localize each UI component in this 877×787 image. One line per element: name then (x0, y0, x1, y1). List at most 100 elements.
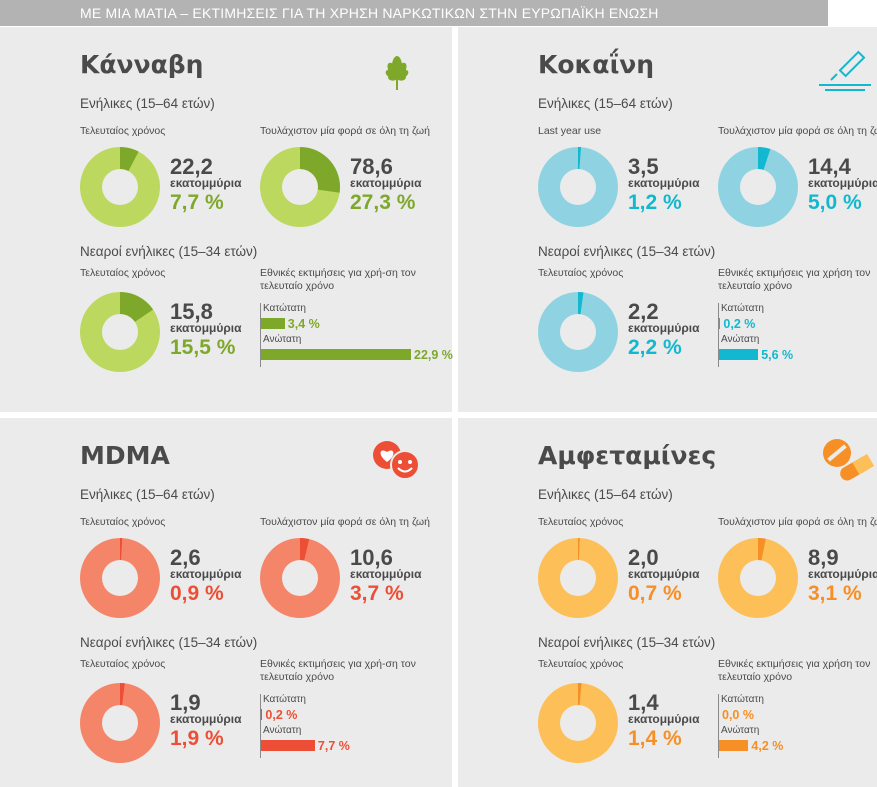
percent-value: 1,2 % (628, 191, 682, 214)
range-axis (260, 694, 261, 758)
count-unit: εκατομμύρια (808, 176, 877, 190)
range-low-bar (261, 318, 285, 329)
range-title: Εθνικές εκτιμήσεις για χρή-ση τον τελευτ… (260, 658, 416, 683)
donut-share-segment (758, 538, 766, 561)
measure-label: Τελευταίος χρόνος (538, 516, 624, 528)
donut-chart (538, 147, 618, 227)
count-unit: εκατομμύρια (628, 321, 700, 335)
measure-label: Τελευταίος χρόνος (80, 516, 166, 528)
cocaine-line-icon (819, 50, 871, 91)
range-high-label: Ανώτατη (721, 725, 760, 736)
adults-group-label: Ενήλικες (15–64 ετών) (80, 487, 215, 502)
donut-chart (260, 147, 340, 227)
donut-chart (718, 147, 798, 227)
panel-3 (0, 418, 452, 787)
range-high-value: 5,6 % (761, 348, 794, 362)
range-high-bar (261, 740, 315, 751)
donut-share-segment (758, 147, 771, 170)
range-low-bar (261, 709, 263, 720)
hearts-smiley-icon (373, 441, 420, 480)
donut-chart (718, 538, 798, 618)
panel-title: Κοκαΐνη (538, 50, 655, 79)
measure-label: Τελευταίος χρόνος (80, 658, 166, 670)
percent-value: 7,7 % (170, 191, 224, 214)
donut-chart (538, 292, 618, 372)
range-title: Εθνικές εκτιμήσεις για χρήση τον τελευτα… (718, 658, 871, 683)
donut-share-segment (120, 147, 139, 172)
donut-remainder (80, 538, 160, 618)
percent-value: 15,5 % (170, 336, 236, 359)
young-group-label: Νεαροί ενήλικες (15–34 ετών) (538, 635, 716, 650)
donut-chart (80, 538, 160, 618)
count-unit: εκατομμύρια (350, 176, 422, 190)
count-value: 22,2 (170, 154, 213, 179)
panel-1 (0, 27, 452, 412)
percent-value: 0,9 % (170, 582, 224, 605)
range-axis (718, 303, 719, 367)
range-low-label: Κατώτατη (263, 303, 306, 314)
donut-share-segment (578, 683, 582, 706)
range-high-label: Ανώτατη (721, 334, 760, 345)
panel-title: MDMA (80, 441, 170, 470)
range-low-value: 0,2 % (723, 317, 756, 331)
measure-label: Τουλάχιστον μία φορά σε όλη τη ζωή (260, 516, 430, 528)
count-unit: εκατομμύρια (170, 176, 242, 190)
count-unit: εκατομμύρια (628, 567, 700, 581)
count-value: 14,4 (808, 154, 851, 179)
adults-group-label: Ενήλικες (15–64 ετών) (538, 487, 673, 502)
measure-label: Last year use (538, 125, 602, 137)
donut-share-segment (300, 147, 340, 193)
donut-share-segment (578, 292, 584, 315)
count-unit: εκατομμύρια (628, 176, 700, 190)
adults-group-label: Ενήλικες (15–64 ετών) (80, 96, 215, 111)
percent-value: 27,3 % (350, 191, 416, 214)
percent-value: 1,4 % (628, 727, 682, 750)
donut-chart (80, 292, 160, 372)
percent-value: 2,2 % (628, 336, 682, 359)
range-high-bar (261, 349, 411, 360)
range-axis (260, 303, 261, 367)
donut-remainder (260, 538, 340, 618)
percent-value: 3,7 % (350, 582, 404, 605)
measure-label: Τελευταίος χρόνος (538, 658, 624, 670)
percent-value: 0,7 % (628, 582, 682, 605)
range-high-value: 7,7 % (317, 739, 350, 753)
count-value: 15,8 (170, 299, 213, 324)
range-high-bar (719, 349, 759, 360)
donut-share-segment (120, 538, 123, 561)
measure-label: Τουλάχιστον μία φορά σε όλη τη ζωή (718, 125, 877, 137)
range-title: Εθνικές εκτιμήσεις για χρή-ση τον τελευτ… (260, 267, 416, 292)
measure-label: Τελευταίος χρόνος (538, 267, 624, 279)
range-title: Εθνικές εκτιμήσεις για χρήση τον τελευτα… (718, 267, 871, 292)
percent-value: 3,1 % (808, 582, 862, 605)
count-unit: εκατομμύρια (170, 321, 242, 335)
donut-share-segment (300, 538, 310, 561)
range-low-value: 0,2 % (265, 708, 298, 722)
percent-value: 5,0 % (808, 191, 862, 214)
count-value: 2,2 (628, 299, 659, 324)
panel-4 (458, 418, 877, 787)
donut-chart (260, 538, 340, 618)
donut-share-segment (578, 538, 580, 561)
range-high-value: 4,2 % (751, 739, 784, 753)
donut-share-segment (578, 147, 582, 170)
donut-remainder (718, 538, 798, 618)
count-value: 1,4 (628, 690, 659, 715)
pills-icon (823, 439, 875, 481)
panel-title: Κάνναβη (80, 50, 204, 79)
count-value: 2,6 (170, 545, 201, 570)
range-low-value: 0,0 % (722, 708, 754, 722)
donut-chart (80, 683, 160, 763)
measure-label: Τελευταίος χρόνος (80, 125, 166, 137)
count-unit: εκατομμύρια (170, 567, 242, 581)
range-high-value: 22,9 % (414, 348, 453, 362)
donut-remainder (538, 683, 618, 763)
adults-group-label: Ενήλικες (15–64 ετών) (538, 96, 673, 111)
donut-remainder (80, 683, 160, 763)
percent-value: 1,9 % (170, 727, 224, 750)
donut-remainder (538, 147, 618, 227)
count-value: 3,5 (628, 154, 659, 179)
count-unit: εκατομμύρια (350, 567, 422, 581)
range-low-label: Κατώτατη (721, 694, 764, 705)
range-low-bar (719, 318, 721, 329)
